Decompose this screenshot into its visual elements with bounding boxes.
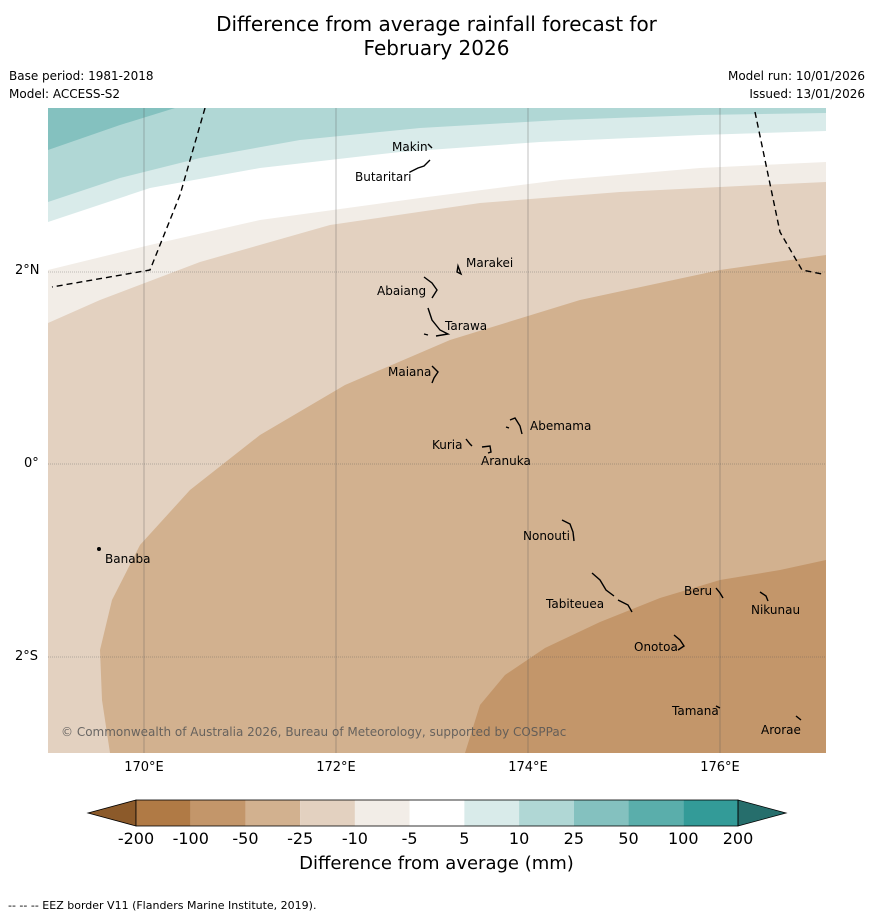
island-label-tabiteuea: Tabiteuea xyxy=(545,597,604,611)
colorbar-box xyxy=(300,800,355,826)
colorbar-box xyxy=(573,800,629,826)
island-shape-tabiteuea xyxy=(591,572,633,613)
island-label-nonouti: Nonouti xyxy=(523,529,570,543)
colorbar-title: Difference from average (mm) xyxy=(299,853,574,874)
island-label-maiana: Maiana xyxy=(388,365,431,379)
island-label-kuria: Kuria xyxy=(432,438,463,452)
island-shape-nonouti xyxy=(561,519,575,542)
eez-borders xyxy=(51,108,823,288)
island-label-makin: Makin xyxy=(392,140,428,154)
island-shape-butaritari xyxy=(409,159,431,173)
island-label-abaiang: Abaiang xyxy=(377,284,426,298)
island-shape-maiana xyxy=(431,365,439,384)
band-minus100-minus50 xyxy=(465,560,826,753)
colorbar-tick-label: -10 xyxy=(341,829,368,848)
lon-label-170e: 170°E xyxy=(124,760,164,775)
colorbar-box xyxy=(245,800,301,826)
colorbar-tick-label: 200 xyxy=(722,829,754,848)
island-label-nikunau: Nikunau xyxy=(751,603,800,617)
base-period: Base period: 1981-2018 xyxy=(9,69,154,83)
lon-label-176e: 176°E xyxy=(700,760,740,775)
island-shape-tarawa xyxy=(423,307,451,337)
island-label-tarawa: Tarawa xyxy=(444,319,487,333)
lat-label-2s: 2°S xyxy=(15,649,39,664)
island-shape-tamana xyxy=(715,705,721,709)
eez-footnote: -- -- -- EEZ border V11 (Flanders Marine… xyxy=(8,899,317,912)
eez-border-west xyxy=(51,108,206,288)
colorbar-tick-label: -200 xyxy=(117,829,155,848)
colorbar-frame xyxy=(135,799,739,827)
island-shape-banaba xyxy=(96,547,101,552)
meta-right: Model run: 10/01/2026 Issued: 13/01/2026 xyxy=(728,67,865,103)
island-shape-kuria xyxy=(465,438,473,447)
map-title: Difference from average rainfall forecas… xyxy=(0,12,873,60)
colorbar-box xyxy=(409,800,465,826)
band-25-50 xyxy=(48,108,175,150)
model-name: Model: ACCESS-S2 xyxy=(9,87,121,101)
island-shape-abaiang xyxy=(423,276,438,299)
colorbar-tick-label: -50 xyxy=(232,829,259,848)
island-label-abemama: Abemama xyxy=(530,419,591,433)
colorbar-tick-label: -5 xyxy=(401,829,418,848)
island-shape-nikunau xyxy=(759,591,769,602)
island-labels: Makin Butaritari Marakei Abaiang Tarawa … xyxy=(105,140,801,737)
model-run: Model run: 10/01/2026 xyxy=(727,69,865,83)
contour-fills: Makin Butaritari Marakei Abaiang Tarawa … xyxy=(48,108,826,753)
gridlines xyxy=(48,108,826,753)
island-shape-marakei xyxy=(456,263,463,276)
eez-border-east xyxy=(754,111,823,275)
island-label-aranuka: Aranuka xyxy=(481,454,531,468)
colorbar-box xyxy=(190,800,246,826)
island-shape-arorae xyxy=(795,715,802,721)
island-label-beru: Beru xyxy=(684,584,712,598)
lon-label-172e: 172°E xyxy=(316,760,356,775)
colorbar-extend-low xyxy=(86,799,137,827)
colorbar-box xyxy=(683,800,738,826)
band-10-25 xyxy=(48,108,826,202)
island-shape-makin xyxy=(427,143,433,149)
title-line-1: Difference from average rainfall forecas… xyxy=(216,12,657,36)
colorbar-tick-label: 25 xyxy=(563,829,584,848)
issued-date: Issued: 13/01/2026 xyxy=(749,87,865,101)
island-outlines xyxy=(96,143,802,721)
island-label-banaba: Banaba xyxy=(105,552,151,566)
colorbar-extend-high xyxy=(737,799,788,827)
colorbar-box xyxy=(628,800,684,826)
copyright-text: © Commonwealth of Australia 2026, Bureau… xyxy=(61,725,566,739)
colorbar-tick-label: 5 xyxy=(459,829,470,848)
island-shape-beru xyxy=(715,587,724,599)
meta-left: Base period: 1981-2018 Model: ACCESS-S2 xyxy=(9,67,154,103)
title-line-2: February 2026 xyxy=(363,36,510,60)
colorbar-tick-label: -25 xyxy=(287,829,314,848)
island-shape-abemama xyxy=(505,417,523,435)
island-label-arorae: Arorae xyxy=(761,723,801,737)
colorbar-tick-label: 10 xyxy=(508,829,530,848)
colorbar-box xyxy=(136,800,191,826)
colorbar-box xyxy=(464,800,520,826)
island-label-tamana: Tamana xyxy=(671,704,719,718)
colorbar-tick-label: 100 xyxy=(667,829,699,848)
lon-label-174e: 174°E xyxy=(508,760,548,775)
colorbar-tick-label: -100 xyxy=(172,829,209,848)
lat-label-0: 0° xyxy=(24,456,39,471)
island-label-butaritari: Butaritari xyxy=(355,170,412,184)
island-label-onotoa: Onotoa xyxy=(634,640,678,654)
colorbar xyxy=(86,799,788,827)
colorbar-box xyxy=(354,800,410,826)
colorbar-box xyxy=(519,800,574,826)
lat-label-2n: 2°N xyxy=(15,263,40,278)
island-shape-onotoa xyxy=(673,634,685,651)
island-shape-aranuka xyxy=(481,445,492,454)
island-label-marakei: Marakei xyxy=(466,256,513,270)
colorbar-tick-label: 50 xyxy=(618,829,639,848)
